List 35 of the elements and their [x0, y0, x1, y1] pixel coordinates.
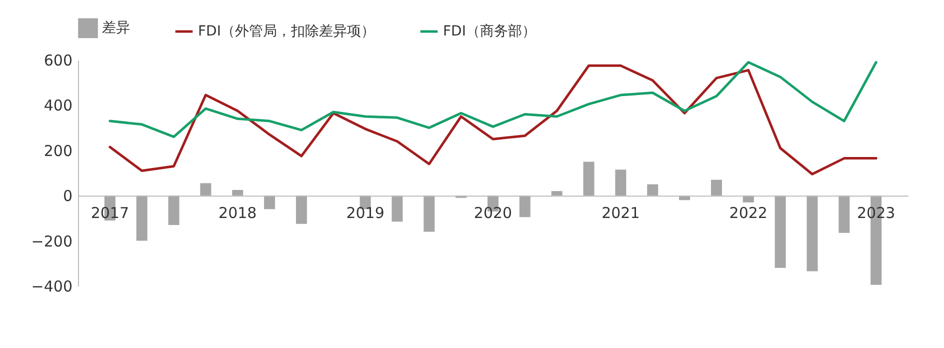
line-series	[108, 64, 878, 176]
line-series	[108, 61, 878, 138]
bar	[424, 196, 435, 232]
bar	[838, 196, 850, 233]
bar	[296, 196, 307, 224]
y-tick-label: 400	[44, 96, 72, 115]
legend-label: 差异	[102, 20, 130, 36]
y-tick-label: 600	[44, 52, 72, 70]
bar	[168, 196, 180, 225]
bar	[647, 184, 658, 196]
y-tick-label: −400	[31, 278, 72, 296]
x-tick-label: 2017	[90, 204, 130, 222]
bar	[136, 196, 148, 241]
bar	[583, 162, 594, 196]
y-tick-label: −200	[31, 232, 72, 250]
y-tick-label: 0	[62, 187, 72, 206]
bar	[806, 196, 818, 272]
x-tick-label: 2021	[602, 204, 640, 222]
legend-label: FDI（外管局，扣除差异项）	[198, 24, 375, 40]
bar	[392, 196, 403, 222]
x-tick-label: 2019	[346, 204, 384, 222]
bar	[519, 196, 530, 218]
bar	[232, 190, 244, 196]
bar	[615, 170, 626, 196]
bar	[774, 196, 786, 268]
bar	[710, 180, 722, 196]
legend-label: FDI（商务部）	[443, 24, 536, 40]
x-tick-label: 2020	[474, 204, 512, 222]
bar	[551, 191, 562, 196]
y-tick-label: 200	[44, 142, 72, 160]
x-tick-label: 2018	[218, 204, 257, 222]
bar	[200, 183, 212, 196]
bar	[264, 196, 276, 210]
x-tick-label: 2023	[856, 204, 896, 222]
x-tick-label: 2022	[729, 204, 768, 222]
